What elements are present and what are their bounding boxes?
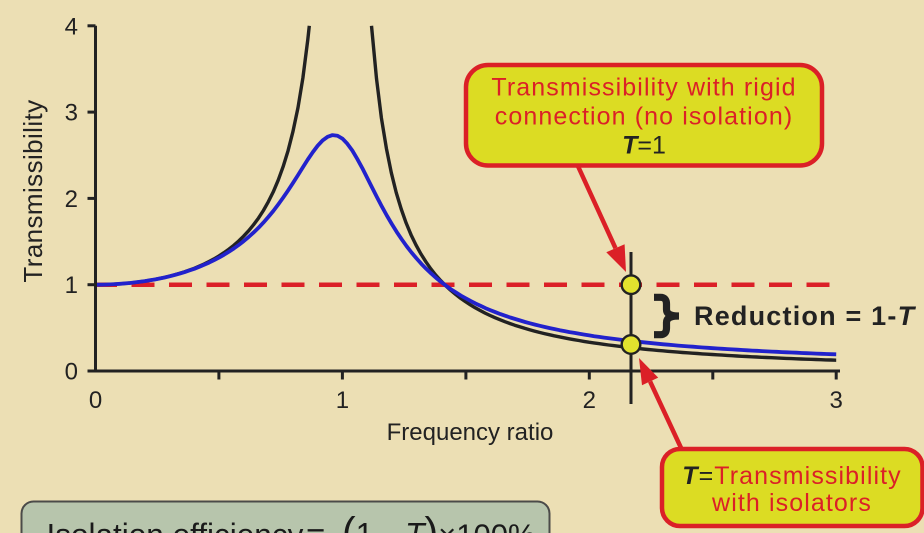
svg-text:4: 4 [65,13,78,40]
svg-text:0: 0 [65,359,78,386]
svg-text:Transmissibility: Transmissibility [18,99,48,282]
svg-text:2: 2 [583,387,596,414]
svg-text:3: 3 [65,100,78,127]
svg-text:T=Transmissibility: T=Transmissibility [682,462,902,490]
svg-text:3: 3 [830,387,843,414]
svg-text:1: 1 [336,387,349,414]
svg-text:connection (no isolation): connection (no isolation) [495,103,794,131]
svg-text:T=1: T=1 [622,132,666,160]
svg-text:Transmissibility with rigid: Transmissibility with rigid [491,74,796,102]
svg-text:0: 0 [89,387,102,414]
svg-text:Frequency ratio: Frequency ratio [387,419,554,446]
svg-text:with isolators: with isolators [711,489,872,517]
svg-text:1: 1 [65,272,78,299]
svg-text:Reduction = 1-T: Reduction = 1-T [694,301,917,331]
svg-text:2: 2 [65,186,78,213]
